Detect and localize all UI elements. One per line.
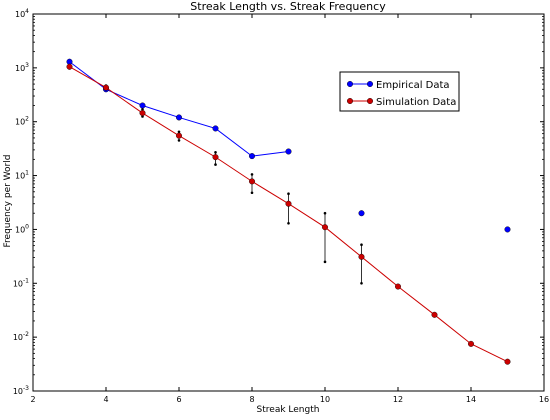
x-axis-label: Streak Length [257, 405, 320, 415]
simulation-data-point [468, 340, 475, 347]
y-axis-label: Frequency per World [3, 155, 13, 248]
y-tick-label: 10-3 [13, 385, 29, 396]
empirical-data-point [504, 226, 511, 233]
error-bar-cap [177, 130, 181, 134]
error-bar-cap [360, 281, 363, 285]
error-bar-cap [250, 173, 254, 176]
x-tick-label: 16 [539, 395, 549, 404]
x-tick-label: 12 [393, 395, 403, 404]
empirical-data-point [212, 125, 219, 132]
error-bar-cap [141, 108, 144, 111]
legend-empirical-marker [367, 80, 374, 87]
empirical-data-point [285, 148, 292, 155]
legend-simulation-label: Simulation Data [376, 97, 456, 108]
y-tick-label: 10-2 [13, 331, 29, 342]
empirical-data-point [248, 153, 255, 160]
x-tick-label: 4 [103, 395, 108, 404]
error-bar-cap [287, 221, 290, 225]
empirical-data-point [358, 210, 365, 217]
x-tick-label: 6 [176, 395, 181, 404]
legend-simulation-marker [367, 97, 374, 104]
error-bar-cap [287, 192, 290, 196]
legend-box [339, 71, 460, 112]
y-tick-label: 100 [15, 223, 29, 234]
error-bar-cap [214, 151, 217, 154]
simulation-data-point [322, 224, 329, 231]
series-layer [66, 58, 511, 365]
x-tick-label: 14 [466, 395, 476, 404]
simulation-data-point [248, 178, 255, 185]
chart-title: Streak Length vs. Streak Frequency [190, 0, 386, 13]
x-tick-label: 8 [249, 395, 254, 404]
empirical-data-point [66, 58, 73, 65]
simulation-data-point [431, 311, 438, 318]
legend-empirical-label: Empirical Data [376, 80, 450, 91]
error-bar-cap [177, 139, 181, 142]
empirical-data-point [175, 114, 182, 121]
y-tick-label: 101 [15, 170, 29, 181]
plot-frame [32, 13, 545, 392]
error-bar-cap [323, 211, 327, 215]
x-tick-label: 2 [30, 395, 35, 404]
legend-simulation-marker [347, 97, 354, 104]
error-bar-cap [360, 243, 363, 247]
simulation-data-point [66, 63, 73, 70]
y-tick-label: 104 [15, 8, 29, 19]
y-tick-label: 103 [15, 62, 29, 73]
simulation-data-point [395, 283, 402, 290]
legend-empirical-marker [347, 80, 354, 87]
y-tick-label: 10-1 [13, 277, 29, 288]
legend: Empirical Data Simulation Data [339, 71, 460, 112]
simulation-data-point [285, 200, 292, 207]
error-bar-cap [250, 191, 254, 195]
y-tick-label: 102 [15, 116, 29, 127]
error-bar-cap [214, 163, 217, 166]
simulation-data-point [358, 253, 365, 260]
simulation-data-point [139, 110, 146, 117]
error-bar-cap [323, 260, 327, 264]
simulation-data-point [102, 84, 109, 91]
simulation-data-point [175, 132, 182, 139]
simulation-data-point [212, 154, 219, 161]
simulation-data-point [504, 358, 511, 365]
x-tick-label: 10 [320, 395, 330, 404]
axes-layer: 2 4 6 8 10 12 14 16 10-3 10-2 10-1 100 101 102 103 104 [13, 8, 549, 404]
empirical-data-point [139, 102, 146, 109]
